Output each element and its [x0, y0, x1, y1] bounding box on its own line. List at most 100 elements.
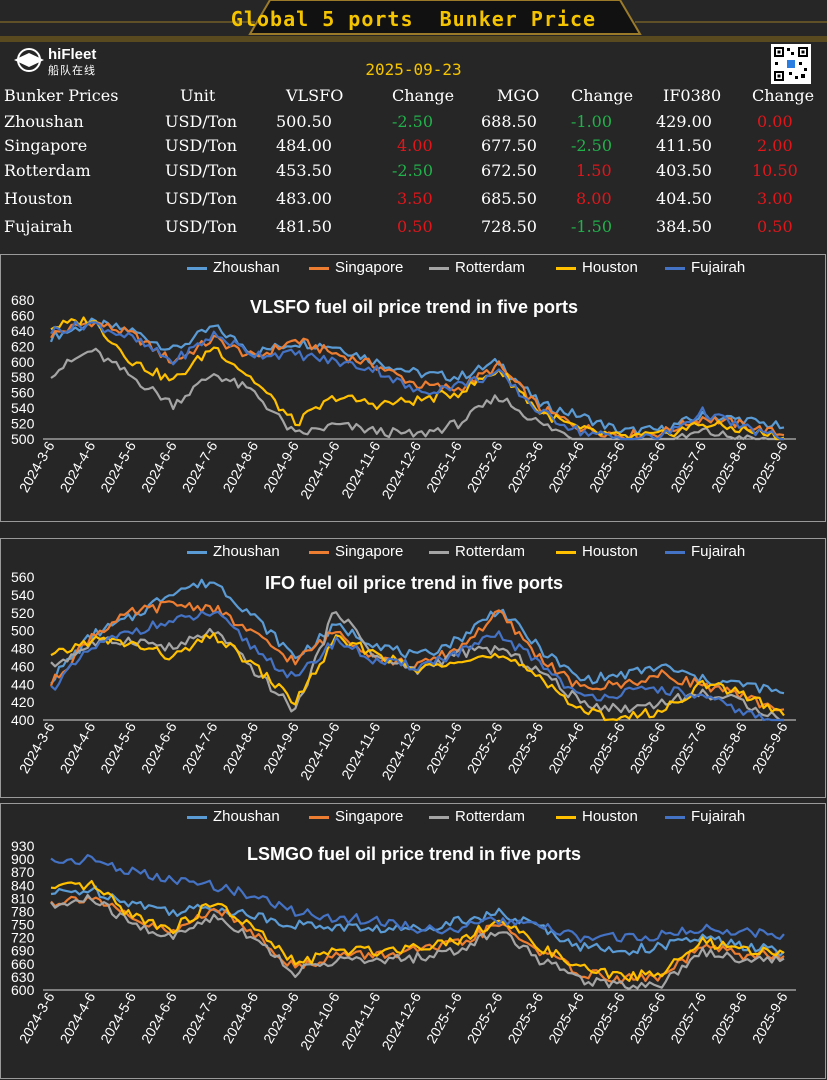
legend-label: Rotterdam: [455, 808, 526, 825]
unit: USD/Ton: [165, 161, 238, 180]
legend-item-fujairah: Fujairah: [665, 259, 745, 276]
legend-item-fujairah: Fujairah: [665, 543, 745, 560]
x-tick-label: 2025-9-6: [749, 438, 791, 495]
y-tick-label: 480: [11, 641, 35, 657]
vlsfo-price: 453.50: [276, 161, 332, 180]
legend-swatch: [665, 550, 685, 554]
x-tick-label: 2024-8-6: [219, 438, 261, 495]
x-tick-label: 2025-2-6: [464, 719, 506, 776]
legend-label: Fujairah: [691, 543, 746, 560]
table-header-row: Bunker Prices Unit VLSFO Change MGO Chan…: [0, 86, 827, 110]
qr-code-icon: [771, 44, 811, 84]
x-tick-label: 2025-7-6: [667, 719, 709, 776]
ifo-price: 384.50: [656, 217, 712, 236]
x-tick-label: 2025-1-6: [423, 989, 465, 1046]
y-tick-label: 620: [11, 338, 35, 354]
port-name: Rotterdam: [4, 161, 91, 180]
column-header: Change: [571, 86, 634, 105]
legend-item-zhoushan: Zhoushan: [187, 543, 280, 560]
y-tick-label: 600: [11, 354, 35, 370]
unit: USD/Ton: [165, 189, 238, 208]
x-tick-label: 2024-12-6: [378, 719, 424, 782]
ifo-change: 10.50: [752, 161, 798, 180]
legend-label: Zhoushan: [213, 259, 280, 276]
vlsfo-change: 4.00: [397, 136, 433, 155]
x-tick-label: 2025-6-6: [627, 989, 669, 1046]
legend-item-zhoushan: Zhoushan: [187, 808, 280, 825]
x-tick-label: 2025-8-6: [708, 438, 750, 495]
series-line-rotterdam: [50, 893, 785, 990]
series-line-fujairah: [50, 853, 785, 943]
x-tick-label: 2025-2-6: [464, 989, 506, 1046]
legend-swatch: [429, 550, 449, 554]
unit: USD/Ton: [165, 112, 238, 131]
x-tick-label: 2024-5-6: [97, 438, 139, 495]
x-tick-label: 2024-11-6: [338, 989, 383, 1052]
legend-item-houston: Houston: [556, 808, 638, 825]
x-tick-label: 2024-4-6: [56, 989, 98, 1046]
ifo-price: 404.50: [656, 189, 712, 208]
ifo-change: 2.00: [757, 136, 793, 155]
x-tick-label: 2025-8-6: [708, 719, 750, 776]
series-line-singapore: [50, 895, 785, 985]
port-name: Houston: [4, 189, 73, 208]
header-banner: [0, 0, 827, 42]
x-tick-label: 2024-10-6: [297, 989, 343, 1052]
legend-label: Houston: [582, 259, 638, 276]
lsmgo-chart-panel: Zhoushan Singapore Rotterdam Houston Fujaira…: [0, 803, 826, 1079]
legend-label: Rotterdam: [455, 543, 526, 560]
x-tick-label: 2024-12-6: [378, 989, 424, 1052]
x-tick-label: 2024-11-6: [338, 438, 383, 501]
y-tick-label: 640: [11, 323, 35, 339]
mgo-price: 672.50: [481, 161, 537, 180]
logo-subtitle: 船队在线: [48, 65, 96, 77]
chart-legend: Zhoushan Singapore Rotterdam Houston Fujaira…: [1, 543, 827, 565]
legend-swatch: [556, 266, 576, 270]
x-tick-label: 2025-5-6: [586, 719, 628, 776]
x-tick-label: 2024-9-6: [260, 438, 302, 495]
legend-label: Fujairah: [691, 259, 746, 276]
x-tick-label: 2025-4-6: [545, 438, 587, 495]
logo-text: hiFleet: [48, 46, 97, 63]
column-header: IF0380: [663, 86, 722, 105]
y-tick-label: 520: [11, 416, 35, 432]
column-header: Change: [392, 86, 455, 105]
vlsfo-change: 0.50: [397, 217, 433, 236]
y-tick-label: 870: [11, 864, 35, 880]
legend-swatch: [556, 550, 576, 554]
legend-swatch: [429, 815, 449, 819]
x-tick-label: 2025-4-6: [545, 989, 587, 1046]
vlsfo-price: 484.00: [276, 136, 332, 155]
legend-label: Singapore: [335, 543, 404, 560]
y-tick-label: 400: [11, 712, 35, 728]
legend-item-houston: Houston: [556, 259, 638, 276]
x-tick-label: 2024-9-6: [260, 989, 302, 1046]
y-tick-label: 720: [11, 930, 35, 946]
legend-swatch: [187, 815, 207, 819]
x-tick-label: 2025-9-6: [749, 989, 791, 1046]
y-tick-label: 460: [11, 658, 35, 674]
column-header: Unit: [180, 86, 216, 105]
y-tick-label: 810: [11, 890, 35, 906]
x-tick-label: 2024-9-6: [260, 719, 302, 776]
legend-item-houston: Houston: [556, 543, 638, 560]
ifo-change: 3.00: [757, 189, 793, 208]
legend-item-fujairah: Fujairah: [665, 808, 745, 825]
mgo-change: -1.50: [571, 217, 613, 236]
y-tick-label: 660: [11, 956, 35, 972]
unit: USD/Ton: [165, 217, 238, 236]
vlsfo-change: 3.50: [397, 189, 433, 208]
x-tick-label: 2025-7-6: [667, 989, 709, 1046]
mgo-change: 8.00: [576, 189, 612, 208]
legend-swatch: [665, 815, 685, 819]
table-row: Singapore USD/Ton 484.00 4.00 677.50 -2.…: [0, 136, 827, 160]
column-header: VLSFO: [286, 86, 344, 105]
legend-swatch: [309, 266, 329, 270]
column-header: Change: [752, 86, 815, 105]
y-tick-label: 580: [11, 369, 35, 385]
legend-swatch: [309, 815, 329, 819]
y-tick-label: 560: [11, 569, 35, 585]
mgo-price: 677.50: [481, 136, 537, 155]
y-tick-label: 540: [11, 400, 35, 416]
legend-label: Singapore: [335, 808, 404, 825]
